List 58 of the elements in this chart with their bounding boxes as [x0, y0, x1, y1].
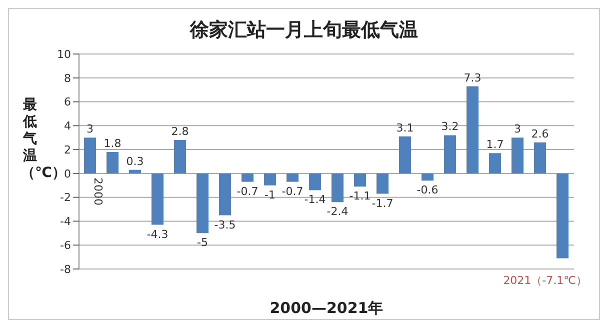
data-label: -1.1 [349, 190, 371, 203]
x-tick-label: 2000 [91, 177, 104, 206]
bar [264, 173, 276, 186]
y-tick-label: 2 [64, 143, 71, 156]
data-label: 1.7 [486, 138, 504, 152]
data-label: 3 [86, 122, 94, 136]
data-label: -3.5 [214, 218, 236, 232]
bar [354, 173, 366, 187]
bar [174, 140, 186, 174]
data-label: 3.2 [441, 120, 459, 134]
data-label: -0.7 [236, 184, 258, 198]
bar [466, 86, 478, 174]
bar [556, 173, 568, 258]
y-tick-label: -2 [60, 191, 71, 204]
bar [129, 170, 141, 174]
data-label: 0.3 [126, 154, 144, 168]
bar [512, 138, 524, 174]
y-tick-label: 8 [64, 72, 71, 85]
y-tick-label: -8 [60, 262, 71, 276]
y-tick-label: 6 [64, 96, 71, 109]
data-label: -1 [264, 188, 276, 202]
x-axis-title: 2000—2021年 [270, 299, 384, 317]
data-label: -0.7 [282, 184, 304, 198]
data-label: 7.3 [464, 71, 482, 84]
data-label: 3.1 [396, 121, 414, 134]
bar [84, 138, 96, 174]
bar [309, 173, 321, 190]
data-label: -4.3 [146, 228, 168, 241]
bar [286, 173, 298, 182]
bar [489, 153, 501, 174]
bar [422, 173, 434, 181]
bar [332, 173, 344, 202]
bar [152, 173, 164, 225]
bar [444, 135, 456, 174]
data-label: 1.8 [104, 136, 122, 150]
bar [376, 173, 388, 194]
bar [219, 173, 231, 216]
data-label: 2.6 [531, 127, 549, 140]
chart-title: 徐家汇站一月上旬最低气温 [188, 18, 419, 43]
data-label: 3 [514, 122, 521, 136]
y-tick-label: 0 [64, 167, 71, 180]
y-tick-label: -6 [60, 239, 71, 252]
y-axis-title: 最低气温（℃） [21, 97, 66, 182]
data-label: -0.6 [416, 184, 438, 197]
data-label: 2.8 [171, 125, 189, 138]
y-tick-label: 10 [57, 48, 71, 61]
data-label: -2.4 [326, 205, 348, 218]
bar [196, 173, 208, 234]
data-label: -1.4 [304, 193, 326, 206]
y-tick-label: 4 [64, 120, 71, 133]
data-label: -5 [197, 236, 208, 250]
bar [242, 173, 254, 182]
y-tick-label: -4 [60, 215, 71, 228]
data-label: -1.7 [372, 196, 394, 210]
bar [106, 152, 118, 174]
text: 2021（-7.1℃） [503, 273, 587, 288]
bar [534, 142, 546, 174]
bar [399, 136, 411, 174]
